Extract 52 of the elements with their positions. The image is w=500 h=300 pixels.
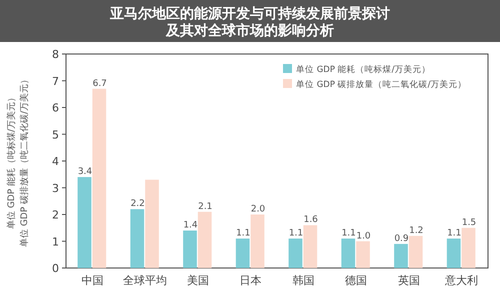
y-tick-label: 3 bbox=[52, 182, 59, 195]
bar bbox=[394, 244, 408, 268]
data-label: 1.0 bbox=[356, 231, 371, 242]
data-label: 1.4 bbox=[183, 220, 198, 231]
bar bbox=[341, 238, 356, 268]
x-tick-label: 日本 bbox=[240, 274, 262, 287]
bar bbox=[250, 214, 264, 268]
y-tick-label: 5 bbox=[52, 128, 59, 142]
y-tick-label: 1 bbox=[52, 235, 59, 248]
data-label: 2.0 bbox=[250, 204, 266, 214]
bar bbox=[145, 180, 159, 268]
bar bbox=[198, 212, 212, 268]
y-tick-label: 2 bbox=[52, 208, 59, 222]
x-tick-label: 美国 bbox=[186, 274, 209, 287]
bar bbox=[183, 230, 197, 268]
bar bbox=[446, 238, 461, 268]
bar bbox=[92, 88, 106, 268]
bar bbox=[462, 228, 476, 268]
bar bbox=[303, 225, 318, 268]
data-label: 1.1 bbox=[342, 228, 356, 239]
bar bbox=[288, 238, 302, 268]
x-tick-label: 全球平均 bbox=[123, 274, 168, 287]
data-label: 1.6 bbox=[304, 215, 318, 226]
data-label: 1.1 bbox=[288, 228, 304, 239]
y-tick-label: 7 bbox=[52, 74, 59, 88]
data-label: 1.1 bbox=[236, 228, 250, 239]
x-tick-label: 韩国 bbox=[292, 274, 314, 287]
data-label: 6.7 bbox=[92, 78, 107, 89]
bar bbox=[408, 236, 423, 268]
y-tick-label: 4 bbox=[52, 155, 59, 168]
y-tick-label: 0 bbox=[52, 262, 59, 275]
bar bbox=[356, 241, 370, 268]
bar bbox=[236, 238, 250, 268]
legend-label: 单位 GDP 能耗（吨标煤/万美元） bbox=[296, 64, 431, 75]
bar bbox=[130, 209, 144, 268]
data-label: 0.9 bbox=[394, 234, 409, 244]
legend-label: 单位 GDP 碳排放量（吨二氧化碳/万美元） bbox=[296, 79, 467, 90]
data-label: 1.2 bbox=[409, 226, 424, 236]
x-tick-label: 中国 bbox=[81, 274, 104, 287]
data-label: 1.5 bbox=[462, 218, 476, 228]
y-tick-label: 6 bbox=[52, 102, 59, 114]
y-tick-label: 8 bbox=[52, 48, 59, 61]
x-tick-label: 意大利 bbox=[444, 274, 478, 287]
bar bbox=[78, 177, 92, 268]
y-axis-title: 单位 GDP 能耗（吨标煤/万美元）单位 GDP 碳排放量（吨二氧化碳/万美元） bbox=[6, 74, 30, 248]
chart-title: 亚马尔地区的能源开发与可持续发展前景探讨及其对全球市场的影响分析 bbox=[109, 6, 390, 39]
data-label: 2.1 bbox=[198, 202, 212, 212]
data-label: 3.4 bbox=[78, 167, 92, 178]
data-label: 1.1 bbox=[447, 228, 462, 239]
x-tick-label: 德国 bbox=[345, 274, 368, 287]
x-tick-label: 英国 bbox=[398, 274, 420, 287]
data-label: 2.2 bbox=[130, 199, 145, 210]
